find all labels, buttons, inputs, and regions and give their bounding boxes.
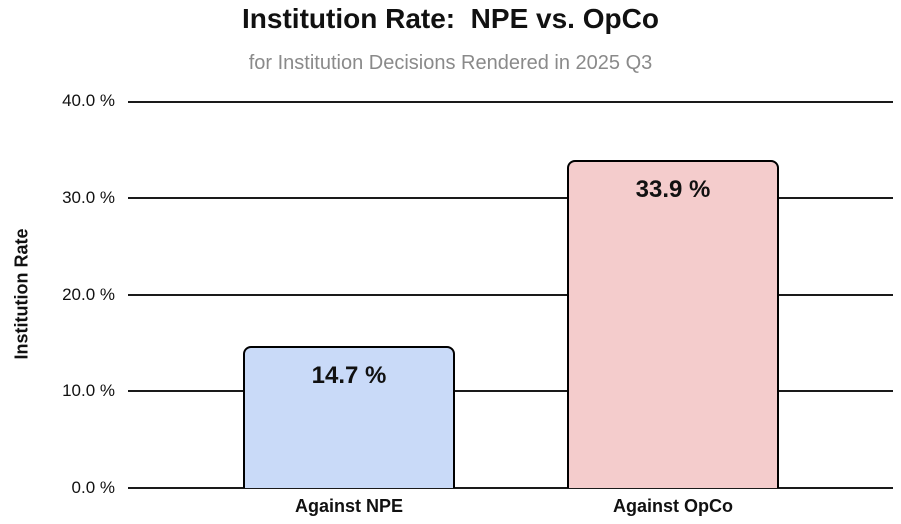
x-axis-label-against-npe: Against NPE (294, 496, 404, 516)
chart-title: Institution Rate: NPE vs. OpCo (242, 3, 659, 34)
x-axis-label-against-opco: Against OpCo (613, 496, 733, 516)
bar-against-npe: 14.7 % (243, 345, 455, 488)
y-tick-label: 20.0 % (62, 284, 115, 304)
gridline (128, 101, 893, 103)
bar-value-label-npe: 14.7 % (311, 361, 387, 389)
bar-value-label-opco: 33.9 % (635, 176, 711, 204)
plot-area: 14.7 % 33.9 % 0.0 % 10.0 % 20.0 % 30.0 % 40.… (62, 91, 893, 497)
gridline (128, 293, 893, 296)
bar-against-opco: 33.9 % (567, 160, 779, 488)
y-tick-label: 40.0 % (62, 91, 115, 110)
gridline (128, 196, 893, 199)
gridline (128, 390, 893, 393)
y-tick-label: 30.0 % (62, 187, 115, 207)
gridline (128, 487, 893, 489)
y-tick-label: 0.0 % (71, 478, 115, 497)
chart-subtitle: for Institution Decisions Rendered in 20… (248, 52, 653, 74)
y-axis-title: Institution Rate (11, 228, 32, 360)
y-tick-label: 10.0 % (62, 381, 115, 401)
